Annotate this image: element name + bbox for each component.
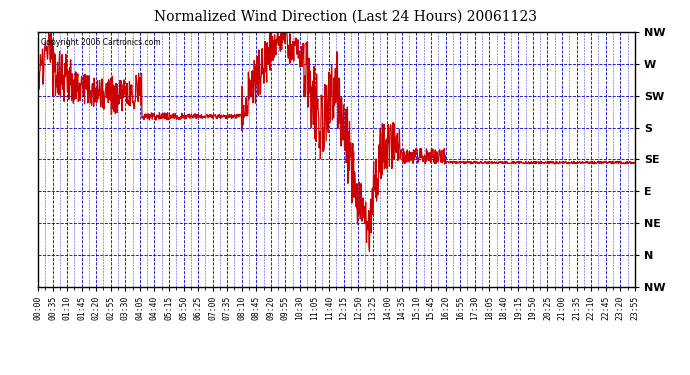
Text: Normalized Wind Direction (Last 24 Hours) 20061123: Normalized Wind Direction (Last 24 Hours… [153, 9, 537, 23]
Text: Copyright 2006 Cartronics.com: Copyright 2006 Cartronics.com [41, 38, 161, 47]
